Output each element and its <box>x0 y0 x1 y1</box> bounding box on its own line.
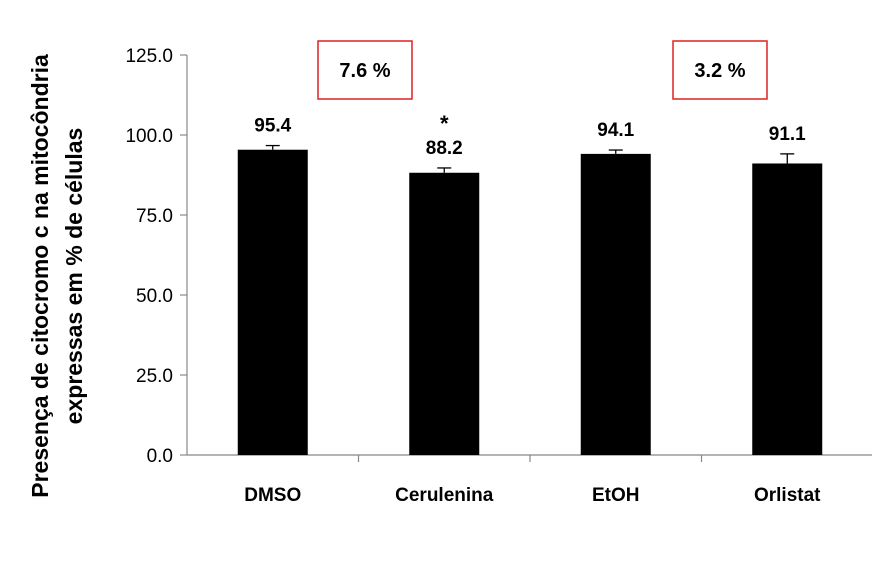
x-category-label: EtOH <box>592 485 640 506</box>
y-tick-label: 125.0 <box>125 46 173 67</box>
x-category-label: DMSO <box>244 485 301 506</box>
x-category-label: Orlistat <box>754 485 821 506</box>
y-tick-label: 75.0 <box>136 206 173 227</box>
y-tick-label: 50.0 <box>136 286 173 307</box>
data-label: 88.2 <box>426 138 463 159</box>
data-label: 91.1 <box>769 124 806 145</box>
annotation-text-1: 7.6 % <box>339 60 390 82</box>
y-axis-title-line2: expressas em % de células <box>61 128 87 425</box>
bar <box>409 172 480 455</box>
labels: 95.4 DMSO 88.2* Cerulenina 94.1 EtOH 91.1 Orlis… <box>244 111 821 506</box>
y-tick-label: 0.0 <box>147 446 173 467</box>
annotation-box-1 <box>317 40 413 100</box>
y-axis-title-line1: Presença de citocromo c na mitocôndria <box>27 54 53 498</box>
y-axis-title: Presença de citocromo c na mitocôndria e… <box>27 54 87 498</box>
y-tick-label: 25.0 <box>136 366 173 387</box>
data-label: 94.1 <box>597 120 634 141</box>
bar <box>752 163 823 456</box>
annotation-box-2 <box>672 40 768 100</box>
bar <box>580 153 651 455</box>
significance-star: * <box>440 111 449 136</box>
y-ticks: 0.0 25.0 50.0 75.0 100.0 125.0 <box>125 46 187 467</box>
y-tick-label: 100.0 <box>125 126 173 147</box>
annotation-text-2: 3.2 % <box>694 60 745 82</box>
bar <box>237 149 308 455</box>
x-category-label: Cerulenina <box>395 485 494 506</box>
data-label: 95.4 <box>254 116 291 137</box>
annotations: 7.6 % 3.2 % <box>317 40 768 100</box>
bars <box>237 144 823 456</box>
